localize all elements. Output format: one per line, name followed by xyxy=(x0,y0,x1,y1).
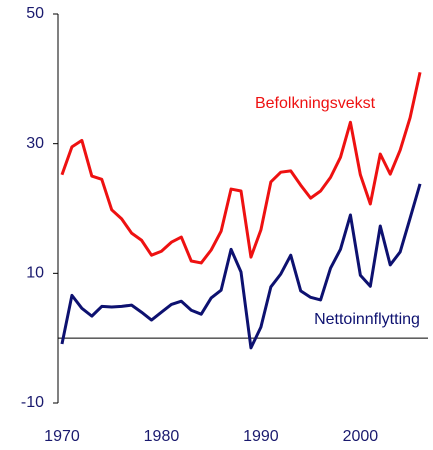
x-tick-label: 1970 xyxy=(44,428,80,445)
x-tick-label: 1990 xyxy=(243,428,279,445)
y-tick-label: 30 xyxy=(26,135,44,152)
series-line xyxy=(60,72,422,265)
y-tick-label: -10 xyxy=(21,394,44,411)
y-tick-label: 50 xyxy=(26,5,44,22)
x-tick-label: 2000 xyxy=(343,428,379,445)
y-tick-label: 10 xyxy=(26,265,44,282)
x-tick-label: 1980 xyxy=(144,428,180,445)
series-label: Nettoinnflytting xyxy=(314,311,420,328)
series-line xyxy=(60,183,422,350)
series-label: Befolkningsvekst xyxy=(255,95,376,112)
